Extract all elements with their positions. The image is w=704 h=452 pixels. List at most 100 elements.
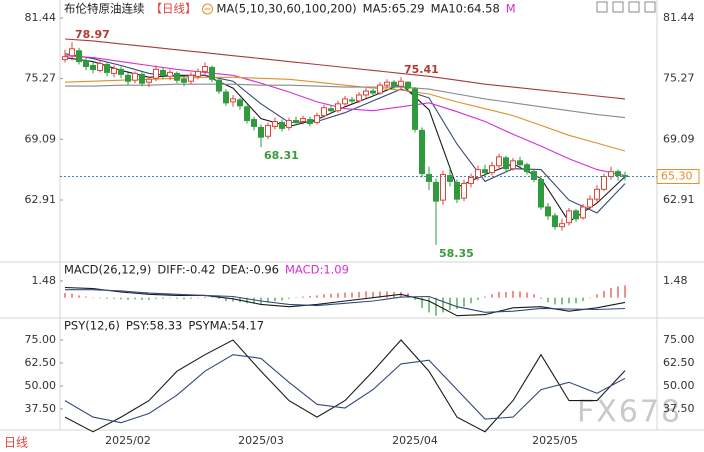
header-text: PSY:58.33 <box>126 319 183 333</box>
header-text: 布伦特原油连续 <box>64 2 145 16</box>
header-text: MACD(26,12,9) <box>64 263 151 277</box>
macd-bar <box>71 293 73 298</box>
candle-body <box>461 182 467 199</box>
macd-bar <box>379 291 381 298</box>
candle-body <box>419 129 425 175</box>
macd-bar <box>386 291 388 298</box>
header-text: MACD:1.09 <box>285 263 349 277</box>
candle-body <box>503 157 509 170</box>
macd-bar <box>211 297 213 298</box>
macd-bar <box>519 291 521 298</box>
candle-body <box>545 206 551 217</box>
macd-bar <box>561 297 563 305</box>
icon[interactable] <box>202 3 213 15</box>
macd-bar <box>267 297 269 303</box>
macd-bar <box>281 297 283 301</box>
y-tick-label: 75.27 <box>663 72 695 85</box>
period-label[interactable]: 日线 <box>4 436 28 450</box>
macd-bar <box>372 292 374 298</box>
icon[interactable] <box>596 1 608 13</box>
candle-body <box>384 81 390 86</box>
candle-body <box>244 106 250 122</box>
macd-bar <box>288 297 290 299</box>
y-tick-label: 69.09 <box>663 132 695 145</box>
macd-bar <box>176 297 178 299</box>
candle-body <box>118 68 124 75</box>
y-tick-label: 50.00 <box>663 379 695 392</box>
icon[interactable] <box>612 1 624 13</box>
y-tick-label: 62.50 <box>663 356 695 369</box>
macd-bar <box>92 297 94 299</box>
candle-body <box>468 177 474 184</box>
y-tick-label: 81.44 <box>663 11 695 24</box>
candle-body <box>209 66 215 80</box>
macd-bar <box>547 297 549 303</box>
macd-bar <box>568 297 570 304</box>
candle-body <box>132 72 138 81</box>
candle-body <box>90 65 96 70</box>
macd-bar <box>456 297 458 309</box>
header-text: 【日线】 <box>151 2 197 16</box>
y-tick-label: 1.48 <box>32 274 57 287</box>
macd-bar <box>596 294 598 298</box>
macd-bar <box>414 297 416 300</box>
candle-body <box>146 78 152 83</box>
macd-bar <box>204 296 206 298</box>
candle-body <box>104 64 110 73</box>
candle-body <box>531 171 537 180</box>
candle-body <box>321 107 327 117</box>
candle-body <box>510 160 516 170</box>
y-tick-label: 75.27 <box>25 72 57 85</box>
y-tick-label: 81.44 <box>25 11 57 24</box>
icon[interactable] <box>628 1 640 13</box>
macd-bar <box>533 294 535 298</box>
candle-body <box>279 121 285 129</box>
candle-body <box>447 175 453 182</box>
macd-bar <box>470 297 472 304</box>
y-tick-label: 75.00 <box>25 333 57 346</box>
candle-body <box>258 126 264 138</box>
y-tick-label: 37.50 <box>25 402 57 415</box>
indicator-line <box>64 55 626 177</box>
macd-bar <box>120 297 122 300</box>
candle-body <box>62 56 68 61</box>
macd-bar <box>575 297 577 304</box>
high-label: 78.97 <box>75 28 110 41</box>
macd-bar <box>337 293 339 298</box>
macd-bar <box>491 294 493 298</box>
header-text: MA(5,10,30,60,100,200) <box>217 2 357 16</box>
candle-body <box>307 119 313 124</box>
last-price-box <box>656 169 700 185</box>
macd-bar <box>127 297 129 300</box>
candle-body <box>475 169 481 179</box>
macd-bar <box>253 297 255 304</box>
indicator-line <box>64 354 626 424</box>
header-text: M <box>506 2 516 16</box>
macd-bar <box>323 294 325 298</box>
y-tick-label: 50.00 <box>25 379 57 392</box>
macd-bar <box>554 297 556 305</box>
macd-bar <box>316 295 318 298</box>
icon[interactable] <box>644 1 656 13</box>
candle-body <box>230 98 236 103</box>
y-tick-label: 75.00 <box>663 333 695 346</box>
indicator-line <box>64 76 626 152</box>
candle-body <box>342 98 348 105</box>
candle-body <box>174 72 180 81</box>
indicator-line <box>65 83 626 119</box>
macd-bar <box>113 297 115 299</box>
macd-bar <box>442 297 444 313</box>
candle-body <box>496 156 502 167</box>
candle-body <box>300 118 306 123</box>
candle-body <box>370 90 376 94</box>
indicator-line <box>64 339 626 433</box>
candle-body <box>83 60 89 67</box>
candle-body <box>349 99 355 102</box>
candle-body <box>482 169 488 174</box>
candle-body <box>391 81 397 87</box>
toolbar-icons[interactable] <box>596 1 656 13</box>
header-text: DIFF:-0.42 <box>157 263 215 277</box>
macd-bar <box>302 296 304 298</box>
